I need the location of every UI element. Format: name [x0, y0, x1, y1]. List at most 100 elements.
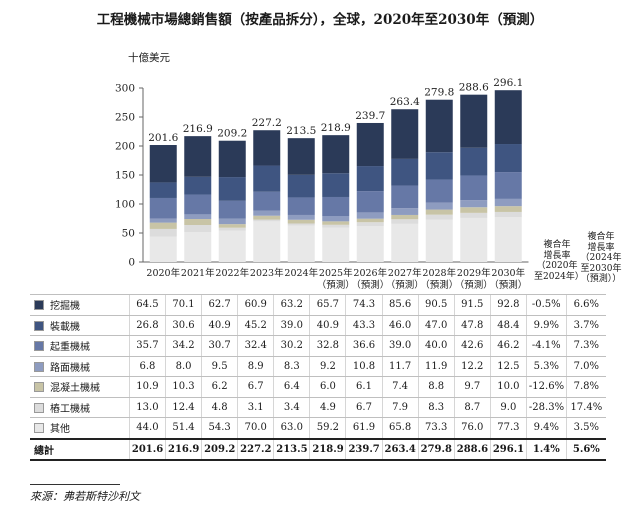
bar-segment-4 — [391, 185, 419, 209]
bar-segment-5 — [391, 158, 419, 186]
bar-segment-3 — [391, 208, 419, 215]
row-label-text: 路面機械 — [50, 362, 90, 374]
bar-total-label: 263.4 — [390, 96, 420, 108]
table-cell: 209.2 — [201, 437, 238, 461]
table-cell: 10.3 — [164, 376, 202, 398]
table-cell: 263.4 — [381, 437, 419, 461]
table-cell: 12.5 — [489, 355, 527, 377]
bar-total-label: 218.9 — [321, 122, 351, 134]
x-tick-label: 2028年 — [422, 267, 456, 279]
bar-segment-0 — [253, 221, 281, 262]
table-cell: 3.4 — [273, 396, 310, 418]
bar-segment-4 — [460, 175, 488, 201]
bar-total-label: 209.2 — [217, 128, 247, 140]
cagr-header-2024-2030: 複合年 增長率 （2024年 至2030年 （預測）） — [580, 232, 622, 284]
table-cell: 47.0 — [417, 314, 455, 336]
table-cell: 4.8 — [201, 396, 238, 418]
bar-segment-0 — [184, 232, 212, 262]
bar-segment-4 — [287, 197, 315, 215]
source-divider — [30, 484, 120, 485]
bar-segment-6 — [184, 136, 212, 177]
table-cell: 6.2 — [201, 376, 238, 398]
bar-segment-5 — [494, 144, 522, 173]
table-cell: 42.6 — [453, 335, 491, 357]
row-label: 裝載機 — [30, 314, 130, 336]
row-label-text: 樁工機械 — [50, 403, 90, 415]
table-cell: 8.7 — [453, 396, 491, 418]
table-cell: 239.7 — [345, 437, 383, 461]
bar-segment-6 — [425, 99, 453, 153]
table-row: 其他 44.0 51.4 54.3 70.0 63.0 59.2 61.9 65.8 73.3 76… — [30, 417, 606, 439]
y-tick-label: 100 — [115, 199, 135, 211]
table-cell: 30.2 — [273, 335, 310, 357]
bar-segment-0 — [218, 230, 246, 262]
x-tick-label: （預測） — [351, 279, 389, 290]
table-cell: 47.8 — [453, 314, 491, 336]
table-cell: 63.2 — [273, 294, 310, 316]
table-cell: 44.0 — [128, 417, 166, 439]
bar-segment-1 — [184, 224, 212, 233]
table-cell: 1.4% — [525, 437, 567, 461]
bar-segment-0 — [460, 217, 488, 262]
bar-segment-3 — [356, 212, 384, 219]
table-cell: 76.0 — [453, 417, 491, 439]
bar-segment-2 — [149, 222, 177, 229]
table-row: 裝載機 26.8 30.6 40.9 45.2 39.0 40.9 43.3 46.0 47.0 4… — [30, 314, 606, 336]
bar-segment-6 — [253, 130, 281, 166]
legend-swatch — [34, 361, 44, 372]
table-cell: 12.2 — [453, 355, 491, 377]
bar-segment-3 — [322, 216, 350, 222]
table-cell: 7.0% — [565, 355, 606, 377]
bar-segment-1 — [494, 211, 522, 218]
table-cell: 26.8 — [128, 314, 166, 336]
table-cell: 10.9 — [128, 376, 166, 398]
table-cell: 12.4 — [164, 396, 202, 418]
table-row: 起重機械 35.7 34.2 30.7 32.4 30.2 32.8 36.6 39.0 40.0… — [30, 335, 606, 357]
bar-total-label: 239.7 — [355, 110, 385, 122]
bar-segment-5 — [287, 174, 315, 198]
bar-segment-2 — [425, 209, 453, 215]
table-cell: -28.3% — [525, 396, 567, 418]
table-cell: 70.1 — [164, 294, 202, 316]
row-label: 總計 — [30, 437, 130, 461]
table-row: 挖掘機 64.5 70.1 62.7 60.9 63.2 65.7 74.3 85.6 90.5 9… — [30, 294, 606, 316]
table-cell: 8.3 — [273, 355, 310, 377]
bar-total-label: 288.6 — [459, 82, 489, 94]
bar-segment-3 — [149, 218, 177, 223]
table-cell: 40.9 — [201, 314, 238, 336]
table-cell: 7.3% — [565, 335, 606, 357]
table-cell: 39.0 — [381, 335, 419, 357]
legend-swatch — [34, 423, 44, 434]
x-tick-label: 2030年 — [491, 267, 525, 279]
table-cell: 63.0 — [273, 417, 310, 439]
bar-segment-5 — [184, 176, 212, 195]
table-cell: 5.3% — [525, 355, 567, 377]
table-cell: 62.7 — [201, 294, 238, 316]
table-cell: 3.5% — [565, 417, 606, 439]
y-tick-label: 200 — [115, 141, 135, 153]
table-cell: 10.0 — [489, 376, 527, 398]
legend-swatch — [34, 341, 44, 352]
bar-segment-3 — [287, 214, 315, 220]
table-cell: 36.6 — [345, 335, 383, 357]
bar-segment-5 — [425, 152, 453, 180]
table-cell: 90.5 — [417, 294, 455, 316]
y-tick-label: 300 — [115, 83, 135, 95]
table-cell: 77.3 — [489, 417, 527, 439]
x-tick-label: 2022年 — [215, 267, 249, 279]
bar-total-label: 213.5 — [286, 125, 316, 137]
x-tick-label: 2024年 — [284, 267, 318, 279]
bar-segment-2 — [253, 215, 281, 220]
table-cell: 3.7% — [565, 314, 606, 336]
bar-segment-5 — [253, 165, 281, 192]
x-tick-label: （預測） — [420, 279, 458, 290]
table-cell: 6.7 — [237, 376, 274, 398]
bar-segment-0 — [391, 223, 419, 262]
bar-segment-0 — [425, 219, 453, 262]
table-cell: 59.2 — [309, 417, 346, 439]
table-cell: 35.7 — [128, 335, 166, 357]
table-cell: 32.4 — [237, 335, 274, 357]
bar-segment-6 — [149, 145, 177, 183]
table-cell: 6.1 — [345, 376, 383, 398]
table-cell: 39.0 — [273, 314, 310, 336]
